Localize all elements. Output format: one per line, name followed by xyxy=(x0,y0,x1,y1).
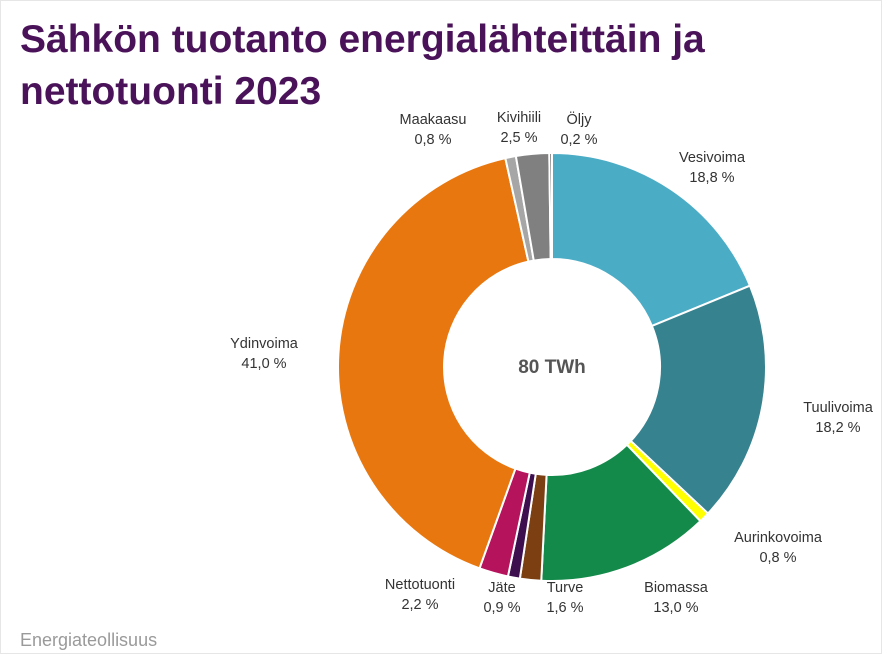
chart-title: Sähkön tuotanto energialähteittäin ja xyxy=(20,18,705,61)
donut-segment xyxy=(548,151,553,261)
value-label: 0,8 % xyxy=(414,132,451,148)
category-label: Vesivoima xyxy=(679,150,746,166)
category-label: Nettotuonti xyxy=(385,577,455,593)
source: Energiateollisuus xyxy=(20,630,157,650)
value-label: 1,6 % xyxy=(546,600,583,616)
value-label: 0,2 % xyxy=(560,132,597,148)
value-label: 18,8 % xyxy=(689,170,734,186)
donut-segment xyxy=(551,151,752,328)
chart-title: nettotuonti 2023 xyxy=(20,70,321,113)
value-label: 0,9 % xyxy=(483,600,520,616)
value-label: 0,8 % xyxy=(759,550,796,566)
category-label: Kivihiili xyxy=(497,110,541,126)
donut-segment xyxy=(629,284,767,515)
category-label: Tuulivoima xyxy=(803,400,874,416)
value-label: 2,2 % xyxy=(401,597,438,613)
category-label: Biomassa xyxy=(644,580,709,596)
category-label: Aurinkovoima xyxy=(734,530,823,546)
value-label: 2,5 % xyxy=(500,130,537,146)
value-label: 13,0 % xyxy=(653,600,698,616)
value-label: 41,0 % xyxy=(241,356,286,372)
category-label: Jäte xyxy=(488,580,515,596)
donut-segment xyxy=(337,156,530,570)
category-label: Ydinvoima xyxy=(230,336,299,352)
value-label: 18,2 % xyxy=(815,420,860,436)
category-label: Maakaasu xyxy=(400,112,467,128)
category-label: Öljy xyxy=(567,110,593,128)
category-label: Turve xyxy=(547,580,584,596)
center-label: 80 TWh xyxy=(518,357,586,378)
